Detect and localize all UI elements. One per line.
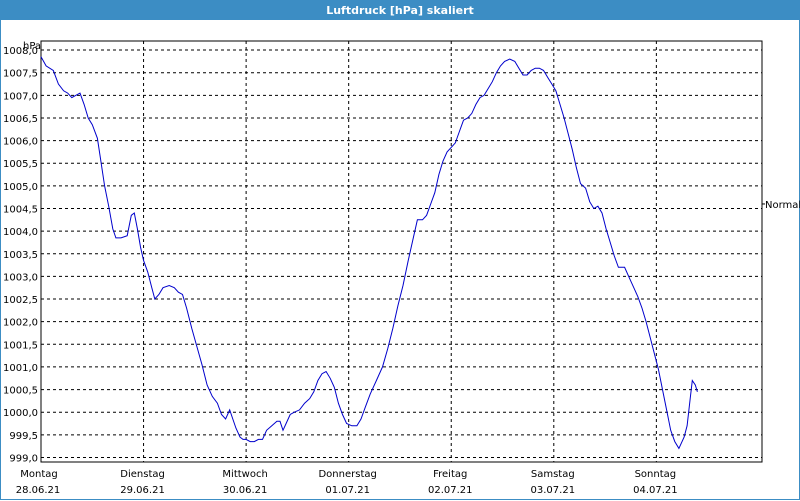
y-tick-label: 1003,0	[3, 272, 38, 283]
x-tick-day: Dienstag	[120, 469, 165, 480]
x-tick-date: 30.06.21	[223, 485, 268, 496]
x-tick-day: Samstag	[531, 469, 575, 480]
y-tick-label: 1003,5	[3, 250, 38, 261]
x-axis: Montag 28.06.21 Dienstag 29.06.21 Mittwoch 30…	[16, 469, 678, 496]
x-tick-day: Mittwoch	[222, 469, 267, 480]
x-tick-date: 03.07.21	[531, 485, 576, 496]
y-tick-label: 999,5	[9, 431, 38, 442]
y-tick-label: 1008,0	[3, 46, 38, 57]
y-tick-label: 1005,0	[3, 182, 38, 193]
y-tick-label: 1004,5	[3, 204, 38, 215]
y-tick-label: 1005,5	[3, 159, 38, 170]
series-group	[40, 56, 698, 450]
x-tick-day: Sonntag	[635, 469, 677, 480]
window-title: Luftdruck [hPa] skaliert	[1, 1, 799, 20]
x-tick-date: 01.07.21	[325, 485, 370, 496]
y-axis: hPa 999,0 999,5 1000,0 1000,5 1001,0 1001,5 10…	[3, 41, 41, 464]
y-tick-label: 999,0	[9, 453, 38, 464]
x-tick-date: 28.06.21	[16, 485, 61, 496]
y-tick-label: 1004,0	[3, 227, 38, 238]
x-tick-day: Freitag	[433, 469, 467, 480]
x-tick-day: Montag	[20, 469, 57, 480]
y-tick-label: 1002,0	[3, 318, 38, 329]
x-tick-day: Donnerstag	[318, 469, 376, 480]
y-tick-label: 1001,5	[3, 340, 38, 351]
y-tick-label: 1000,0	[3, 408, 38, 419]
y-axis-label: hPa	[23, 41, 41, 52]
y-tick-label: 1001,0	[3, 363, 38, 374]
grid	[41, 41, 765, 462]
y-tick-label: 1002,5	[3, 295, 38, 306]
y-tick-label: 1006,0	[3, 137, 38, 148]
y-tick-label: 1006,5	[3, 114, 38, 125]
plot-area	[40, 40, 763, 463]
x-tick-date: 29.06.21	[120, 485, 165, 496]
y-tick-label: 1000,5	[3, 386, 38, 397]
pressure-series-line	[40, 56, 698, 450]
x-tick-date: 02.07.21	[428, 485, 473, 496]
x-tick-date: 04.07.21	[633, 485, 678, 496]
reference-line-label: Normal	[765, 200, 800, 211]
y-tick-label: 1007,0	[3, 91, 38, 102]
y-tick-label: 1007,5	[3, 69, 38, 80]
